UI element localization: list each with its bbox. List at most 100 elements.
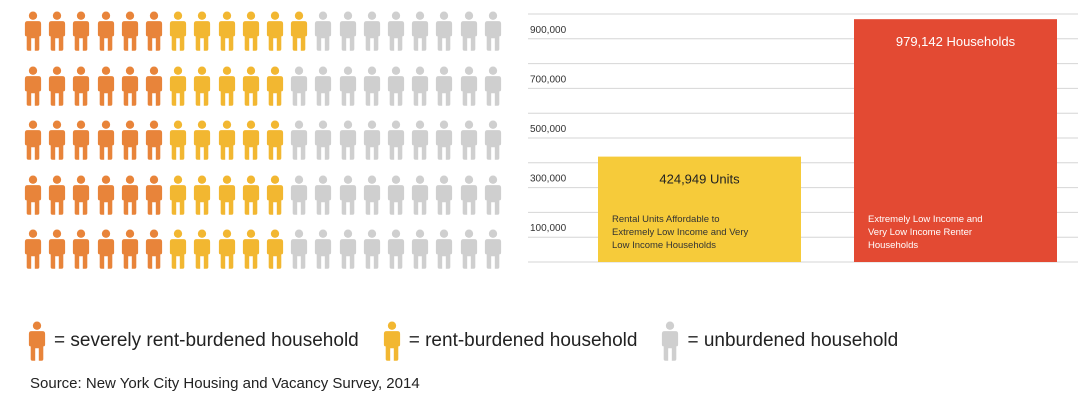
bar-1 [598,156,801,262]
person-icon-burdened [218,120,235,160]
person-icon-unburdened [436,175,453,215]
person-icon-unburdened [315,175,332,215]
person-icon-unburdened [315,11,332,51]
person-icon-unburdened [412,229,429,269]
person-icon-burdened [218,66,235,106]
person-icon-severe [24,175,42,215]
person-icon-unburdened [484,175,501,215]
person-icon-burdened [242,229,259,269]
person-icon-unburdened [436,66,453,106]
person-icon-unburdened [339,175,356,215]
person-icon-unburdened [291,120,308,160]
person-icon-unburdened [387,229,405,269]
legend: = severely rent-burdened household = rent… [28,316,922,366]
person-icon-severe [73,229,90,269]
bar-value-label: 424,949 Units [659,172,740,187]
person-icon-burdened [266,229,284,269]
legend-item-unburdened: = unburdened household [661,318,898,364]
person-icon-unburdened [339,229,356,269]
person-icon-unburdened [315,229,332,269]
person-icon-burdened [170,175,187,215]
person-icon-severe [145,229,163,269]
person-icon-severe [97,11,114,51]
legend-item-severe: = severely rent-burdened household [28,318,359,364]
person-icon-unburdened [339,11,356,51]
person-icon-unburdened [460,229,477,269]
y-tick-label: 700,000 [530,74,567,85]
bar-2 [854,19,1057,262]
person-icon-severe [24,66,42,106]
person-icon-severe [49,175,66,215]
person-icon-burdened [194,120,211,160]
person-icon-burdened [194,66,211,106]
y-tick-label: 300,000 [530,174,567,185]
person-icon-unburdened [291,66,308,106]
person-icon-unburdened [291,229,308,269]
person-icon-burdened [266,175,284,215]
person-icon-unburdened [484,120,501,160]
person-icon-severe [145,175,163,215]
person-icon-unburdened [484,11,501,51]
person-icon-severe [145,66,163,106]
person-icon-burdened [218,229,235,269]
y-tick-label: 900,000 [530,25,567,36]
person-icon-unburdened [412,175,429,215]
person-icon-unburdened [387,11,405,51]
person-icon-severe [24,229,42,269]
person-icon-unburdened [484,66,501,106]
person-icon-burdened [242,120,259,160]
source-note: Source: New York City Housing and Vacanc… [30,375,420,392]
person-icon-severe [73,11,90,51]
household-pictogram [24,8,510,274]
person-icon-burdened [242,175,259,215]
person-icon-unburdened [363,66,380,106]
bar-description-line: Extremely Low Income and Very [612,227,748,238]
person-icon-severe [24,120,42,160]
person-icon-severe [121,66,138,106]
person-icon-unburdened [460,120,477,160]
bar-description-line: Extremely Low Income and [868,214,983,225]
person-icon-unburdened [387,120,405,160]
person-icon-severe [24,11,42,51]
person-icon-unburdened [291,175,308,215]
person-icon-burdened [194,175,211,215]
person-icon-burdened [170,120,187,160]
person-icon-severe [121,175,138,215]
legend-item-burdened: = rent-burdened household [383,318,637,364]
person-icon-burdened [170,66,187,106]
person-icon-severe [73,175,90,215]
person-icon-severe [97,66,114,106]
person-icon-unburdened [460,175,477,215]
person-icon-burdened [266,11,284,51]
person-icon-burdened [383,321,400,361]
person-icon-severe [73,66,90,106]
bar-value-label: 979,142 Households [896,34,1016,49]
person-icon-unburdened [412,66,429,106]
person-icon-unburdened [436,229,453,269]
person-icon-burdened [170,229,187,269]
person-icon-unburdened [460,66,477,106]
person-icon-severe [49,66,66,106]
person-icon-unburdened [460,11,477,51]
person-icon-unburdened [662,321,679,361]
person-icon-burdened [218,11,235,51]
person-icon-severe [121,120,138,160]
person-icon-unburdened [436,120,453,160]
person-icon-severe [97,229,114,269]
person-icon-unburdened [412,11,429,51]
person-icon-unburdened [315,66,332,106]
person-icon-burdened [170,11,187,51]
legend-label: = severely rent-burdened household [54,330,359,351]
bar-description-line: Very Low Income Renter [868,227,972,238]
bar-description-line: Rental Units Affordable to [612,214,720,225]
person-icon-severe [97,175,114,215]
person-icon-unburdened [387,66,405,106]
person-icon-severe [121,229,138,269]
person-icon-unburdened [315,120,332,160]
person-icon-unburdened [387,175,405,215]
person-icon-unburdened [363,11,380,51]
person-icon-burdened [194,11,211,51]
y-tick-label: 500,000 [530,124,567,135]
person-icon-severe [28,321,46,361]
person-icon-burdened [218,175,235,215]
